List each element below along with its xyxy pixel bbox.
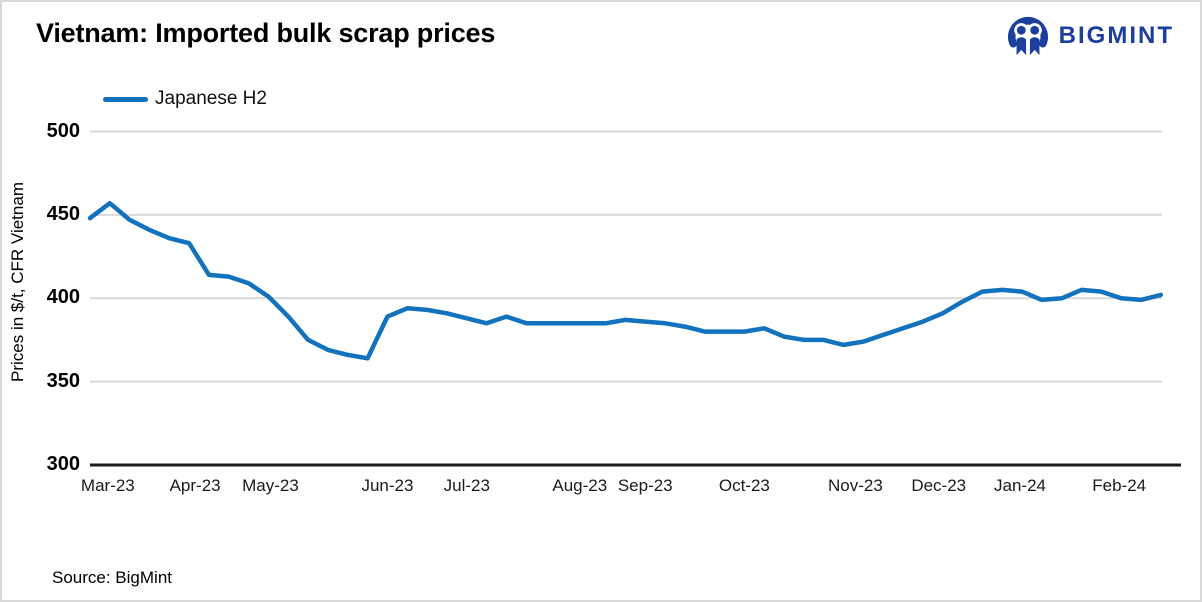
x-axis-tick-label: Dec-23 — [911, 476, 967, 495]
x-axis-tick-label: Apr-23 — [169, 476, 221, 495]
legend-label: Japanese H2 — [155, 88, 267, 109]
x-axis-tick-label: Mar-23 — [80, 476, 135, 495]
bigmint-logo-icon — [1007, 16, 1048, 56]
x-axis-tick-label: Jan-24 — [994, 476, 1047, 495]
y-axis-tick-label: 350 — [46, 369, 80, 392]
x-axis-tick-label: Oct-23 — [718, 476, 770, 495]
y-axis-tick-label: 450 — [46, 202, 80, 225]
bigmint-wordmark: BIGMINT — [1058, 22, 1174, 49]
page-title: Vietnam: Imported bulk scrap prices — [36, 18, 496, 48]
y-axis-tick-label: 500 — [46, 119, 80, 142]
source-note: Source: BigMint — [52, 568, 172, 587]
legend-line-swatch — [103, 96, 148, 102]
series-line-japanese-h2 — [87, 200, 1164, 361]
y-axis-tick-label: 400 — [46, 286, 80, 309]
legend: Japanese H2 — [103, 88, 267, 110]
x-axis-tick-label: Sep-23 — [617, 476, 673, 495]
x-axis-tick-label: Feb-24 — [1092, 476, 1147, 495]
bigmint-logo: BIGMINT — [1005, 15, 1174, 57]
y-axis-tick-label: 300 — [46, 453, 80, 475]
x-axis-tick-label: Jun-23 — [361, 476, 414, 495]
x-axis-tick-label: Nov-23 — [828, 476, 883, 495]
x-axis-tick-label: Jul-23 — [443, 476, 490, 495]
x-axis-tick-label: May-23 — [242, 476, 299, 495]
x-axis-tick-label: Aug-23 — [552, 476, 608, 495]
